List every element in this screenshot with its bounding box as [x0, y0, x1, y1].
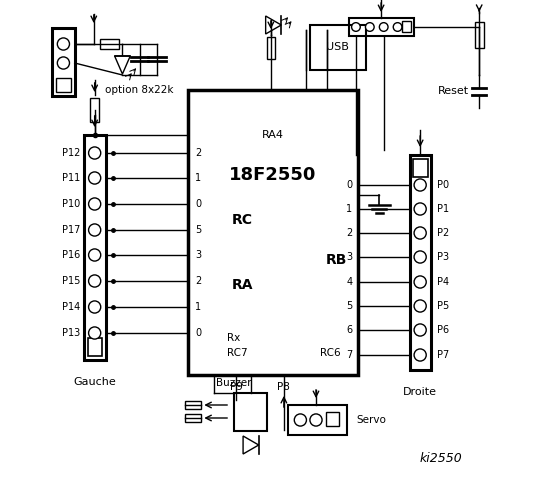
Circle shape [88, 301, 101, 313]
Text: 5: 5 [346, 301, 352, 311]
Text: 1: 1 [195, 302, 201, 312]
Text: RB: RB [326, 253, 347, 267]
Text: RA4: RA4 [262, 130, 284, 140]
Text: P0: P0 [437, 180, 449, 190]
Text: P12: P12 [61, 148, 80, 158]
Text: RC6: RC6 [320, 348, 340, 358]
Text: Servo: Servo [356, 415, 386, 425]
Text: option 8x22k: option 8x22k [105, 85, 174, 95]
Bar [100, 39, 119, 49]
Text: 2: 2 [195, 148, 202, 158]
Text: USB: USB [326, 42, 349, 52]
Bar [402, 21, 411, 32]
Text: 7: 7 [346, 350, 352, 360]
Text: Rx: Rx [227, 333, 241, 343]
Bar [185, 414, 201, 422]
Text: Reset: Reset [437, 86, 469, 96]
Bar [84, 135, 106, 360]
Text: Buzzer: Buzzer [216, 378, 252, 388]
Text: 0: 0 [195, 328, 201, 338]
Circle shape [88, 327, 101, 339]
Text: P11: P11 [61, 173, 80, 183]
Text: P5: P5 [437, 301, 449, 311]
Text: P14: P14 [61, 302, 80, 312]
Bar [88, 338, 102, 356]
Text: 0: 0 [195, 199, 201, 209]
Circle shape [379, 23, 388, 31]
Circle shape [366, 23, 374, 31]
Text: P10: P10 [61, 199, 80, 209]
Text: P8: P8 [278, 382, 290, 392]
Circle shape [58, 38, 70, 50]
Circle shape [88, 147, 101, 159]
Circle shape [414, 300, 426, 312]
Text: 2: 2 [346, 228, 352, 238]
Text: P6: P6 [437, 325, 449, 335]
Text: Droite: Droite [403, 387, 437, 397]
Text: P4: P4 [437, 277, 449, 287]
Text: P1: P1 [437, 204, 449, 214]
Text: 1: 1 [195, 173, 201, 183]
Circle shape [88, 224, 101, 236]
Text: 1: 1 [346, 204, 352, 214]
Circle shape [294, 414, 306, 426]
Bar [267, 37, 275, 59]
Circle shape [414, 203, 426, 215]
Bar [189, 90, 358, 375]
Text: 5: 5 [195, 225, 202, 235]
Text: RA: RA [232, 278, 253, 292]
Bar [326, 412, 338, 426]
Text: 2: 2 [195, 276, 202, 286]
Text: P13: P13 [61, 328, 80, 338]
Text: 18F2550: 18F2550 [229, 166, 316, 184]
Circle shape [352, 23, 360, 31]
Text: P17: P17 [61, 225, 80, 235]
Circle shape [88, 249, 101, 261]
Text: 0: 0 [346, 180, 352, 190]
Circle shape [414, 227, 426, 239]
Text: P3: P3 [437, 252, 449, 262]
Text: P15: P15 [61, 276, 80, 286]
Text: P2: P2 [437, 228, 449, 238]
Bar [349, 18, 414, 36]
Circle shape [58, 57, 70, 69]
Circle shape [393, 23, 402, 31]
Text: P9: P9 [229, 382, 243, 392]
Text: Gauche: Gauche [74, 377, 116, 387]
Circle shape [88, 198, 101, 210]
Text: ki2550: ki2550 [419, 452, 462, 465]
Text: RC7: RC7 [227, 348, 248, 358]
Circle shape [310, 414, 322, 426]
Bar [56, 78, 71, 92]
Text: 4: 4 [346, 277, 352, 287]
Text: P16: P16 [61, 250, 80, 260]
Bar [234, 393, 268, 431]
Text: P7: P7 [437, 350, 449, 360]
Bar [52, 28, 75, 96]
Circle shape [414, 276, 426, 288]
Bar [288, 405, 347, 435]
Bar [185, 401, 201, 409]
Bar [310, 25, 366, 70]
Circle shape [414, 251, 426, 263]
Circle shape [88, 275, 101, 287]
Circle shape [414, 324, 426, 336]
Text: 3: 3 [195, 250, 201, 260]
Bar [413, 159, 428, 177]
Circle shape [88, 172, 101, 184]
Text: RC: RC [232, 213, 253, 227]
Circle shape [414, 179, 426, 191]
Circle shape [414, 349, 426, 361]
Bar [475, 22, 483, 48]
Bar [90, 98, 99, 122]
Bar [410, 155, 431, 370]
Text: 6: 6 [346, 325, 352, 335]
Text: 3: 3 [346, 252, 352, 262]
